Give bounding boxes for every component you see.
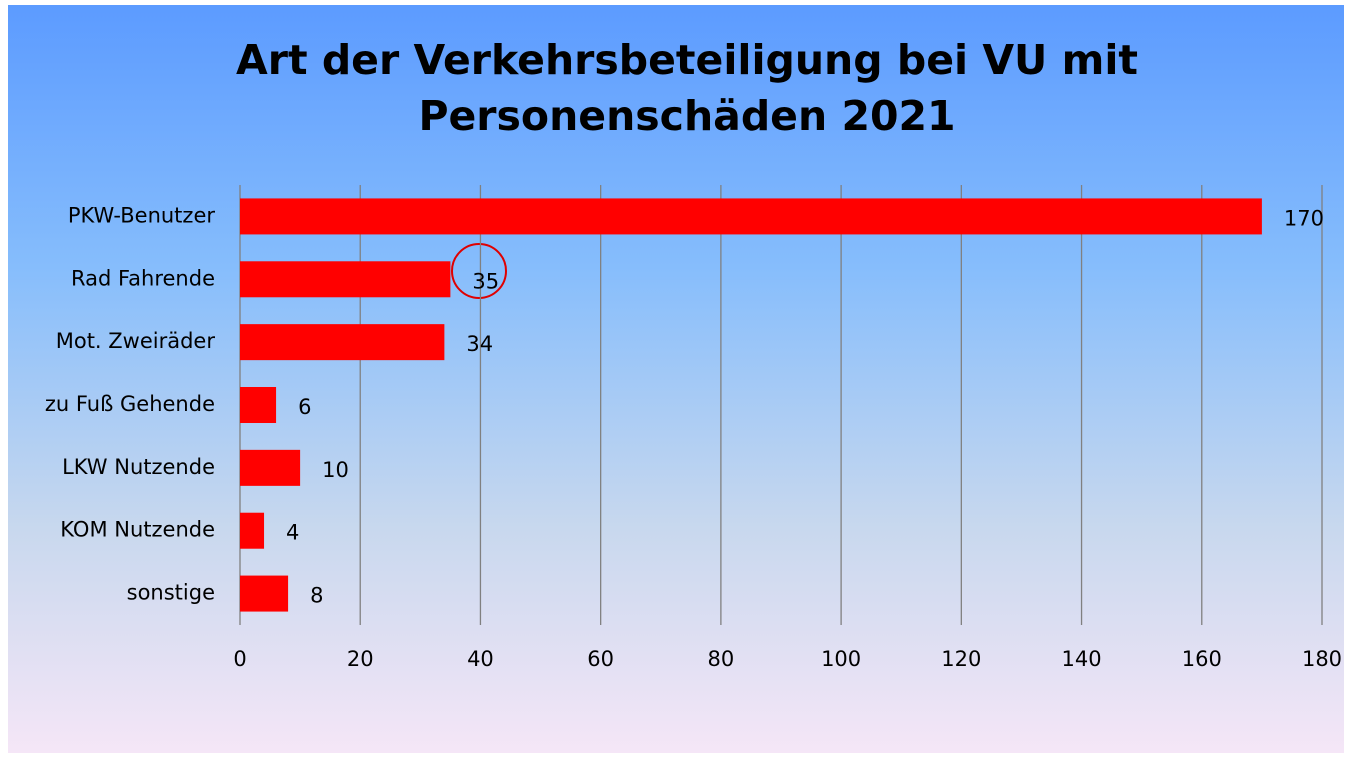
bar [240, 324, 445, 361]
x-tick-label: 180 [1302, 647, 1342, 671]
y-tick-label: Rad Fahrende [71, 266, 215, 290]
data-label: 35 [472, 269, 499, 293]
x-tick-label: 80 [708, 647, 735, 671]
data-label: 6 [298, 395, 311, 419]
bar [240, 198, 1262, 235]
bar [240, 575, 289, 612]
bar [240, 449, 301, 486]
data-label: 34 [466, 332, 493, 356]
bar [240, 387, 277, 423]
x-tick-label: 20 [347, 647, 374, 671]
y-tick-label: KOM Nutzende [60, 518, 215, 542]
x-tick-label: 120 [941, 647, 981, 671]
y-tick-label: zu Fuß Gehende [45, 392, 215, 416]
x-tick-label: 160 [1182, 647, 1222, 671]
data-label: 170 [1284, 206, 1324, 230]
x-tick-label: 60 [587, 647, 614, 671]
bar [240, 512, 265, 549]
y-tick-label: LKW Nutzende [62, 455, 215, 479]
y-tick-label: sonstige [127, 581, 215, 605]
highlight-circle [451, 243, 507, 299]
x-tick-label: 140 [1062, 647, 1102, 671]
x-tick-label: 100 [821, 647, 861, 671]
y-tick-label: PKW-Benutzer [68, 203, 216, 227]
x-tick-label: 40 [467, 647, 494, 671]
chart-title: Art der Verkehrsbeteiligung bei VU mit P… [236, 36, 1138, 140]
bar [240, 261, 451, 298]
data-label: 8 [310, 584, 323, 608]
data-label: 10 [322, 458, 349, 482]
y-tick-label: Mot. Zweiräder [56, 329, 216, 353]
x-tick-label: 0 [233, 647, 246, 671]
background [8, 5, 1344, 753]
data-label: 4 [286, 521, 299, 545]
